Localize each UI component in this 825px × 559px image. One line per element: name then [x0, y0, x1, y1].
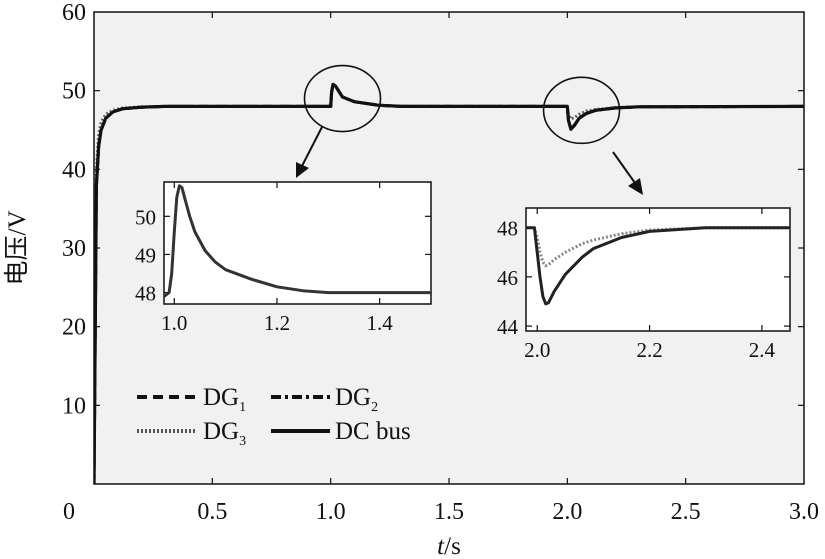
arrow-2-shaft: [612, 151, 636, 184]
legend-dg1-name: DG: [203, 384, 239, 411]
inset2-xtick-label-2: 2.4: [749, 338, 776, 362]
inset2-ytick-label-2: 48: [497, 217, 518, 241]
legend: DG1 DG2 DG3 DC bus: [137, 384, 411, 449]
inset-2-series: [526, 226, 790, 306]
inset1-xtick-label-0: 1.0: [161, 311, 187, 335]
inset1-xtick-label-1: 1.2: [264, 311, 290, 335]
legend-dg3-sub: 3: [239, 434, 246, 449]
main-xtick-label-5: 2.5: [671, 499, 701, 525]
arrow-2-head: [628, 178, 643, 195]
inset-1-tick-labels: 1.0 1.2 1.4 48 49 50: [135, 205, 393, 335]
inset2-ytick-label-1: 46: [497, 266, 518, 290]
legend-label-dcbus: DC bus: [335, 418, 411, 445]
inset1-ytick-label-0: 48: [135, 282, 156, 306]
main-xtick-label-2: 1.0: [316, 499, 346, 525]
legend-dg1-sub: 1: [239, 400, 246, 415]
main-ytick-label-0: 10: [62, 393, 86, 419]
inset2-series-1: [526, 226, 790, 306]
inset2-xtick-label-1: 2.2: [636, 338, 662, 362]
main-series-2: [94, 82, 804, 484]
main-xtick-label-6: 3.0: [789, 499, 819, 525]
highlight-ellipse-1: [542, 76, 621, 145]
legend-dg2-name: DG: [335, 384, 371, 411]
legend-label-dg1: DG1: [203, 384, 246, 415]
main-xtick-label-4: 2.0: [552, 499, 582, 525]
main-ytick-label-3: 40: [62, 157, 86, 183]
y-axis-title: 电压/V: [3, 210, 31, 285]
main-origin-label: 0: [63, 499, 75, 525]
arrow-1-shaft: [301, 126, 323, 167]
inset1-ytick-label-1: 49: [135, 243, 156, 267]
main-xtick-label-1: 0.5: [197, 499, 227, 525]
inset1-ytick-label-2: 50: [135, 205, 156, 229]
main-ytick-label-1: 20: [62, 315, 86, 341]
inset-1-series: [164, 184, 431, 298]
highlight-ellipse-0: [303, 64, 382, 133]
inset2-xtick-label-0: 2.0: [524, 338, 550, 362]
main-series-3: [94, 82, 804, 484]
main-ytick-label-4: 50: [62, 79, 86, 105]
arrow-group: [296, 126, 643, 195]
inset-1-plot-area: [163, 181, 432, 305]
main-xtick-label-3: 1.5: [434, 499, 464, 525]
inset1-series-0: [164, 184, 431, 298]
legend-dg3-name: DG: [203, 418, 239, 445]
main-ytick-label-5: 60: [62, 0, 86, 26]
inset1-xtick-label-2: 1.4: [367, 311, 394, 335]
main-ytick-label-2: 30: [62, 236, 86, 262]
arrow-1-head: [296, 162, 309, 178]
x-axis-title: t/s: [437, 533, 461, 559]
inset-2: 2.0 2.2 2.4 44 46 48: [497, 207, 791, 362]
main-series-group: [94, 82, 804, 484]
highlight-group: [303, 64, 621, 145]
inset-1: 1.0 1.2 1.4 48 49 50: [135, 181, 432, 335]
legend-label-dg3: DG3: [203, 418, 246, 449]
inset2-ytick-label-0: 44: [497, 315, 519, 339]
main-ticks: [94, 12, 804, 484]
x-axis-title-var: t: [437, 533, 445, 559]
legend-label-dg2: DG2: [335, 384, 378, 415]
x-axis-title-unit: /s: [444, 533, 461, 559]
legend-dg2-sub: 2: [371, 400, 378, 415]
inset-2-tick-labels: 2.0 2.2 2.4 44 46 48: [497, 217, 776, 362]
